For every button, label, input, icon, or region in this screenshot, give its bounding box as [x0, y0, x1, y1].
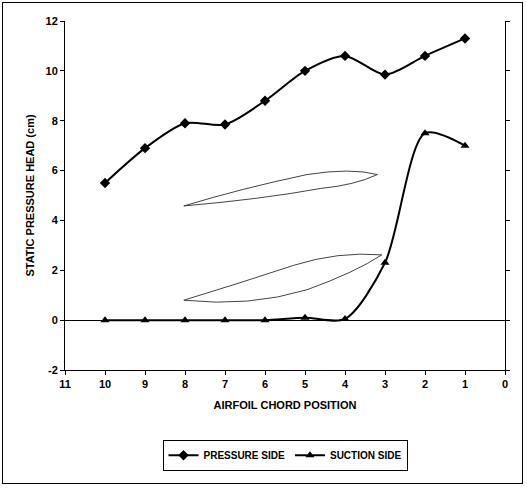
svg-text:11: 11	[59, 378, 71, 390]
svg-text:6: 6	[262, 378, 268, 390]
svg-text:2: 2	[422, 378, 428, 390]
svg-text:3: 3	[382, 378, 388, 390]
svg-text:2: 2	[52, 264, 58, 276]
svg-text:9: 9	[142, 378, 148, 390]
svg-text:PRESSURE SIDE: PRESSURE SIDE	[204, 450, 285, 461]
svg-text:5: 5	[302, 378, 308, 390]
svg-text:4: 4	[52, 214, 59, 226]
svg-text:4: 4	[342, 378, 349, 390]
svg-text:0: 0	[52, 314, 58, 326]
svg-text:6: 6	[52, 164, 58, 176]
svg-text:STATIC PRESSURE HEAD (cm): STATIC PRESSURE HEAD (cm)	[24, 114, 36, 277]
svg-text:10: 10	[46, 65, 58, 77]
svg-text:AIRFOIL CHORD POSITION: AIRFOIL CHORD POSITION	[214, 399, 357, 411]
svg-text:8: 8	[52, 115, 58, 127]
svg-text:SUCTION SIDE: SUCTION SIDE	[330, 450, 401, 461]
svg-text:12: 12	[46, 15, 58, 27]
svg-text:0: 0	[502, 378, 508, 390]
svg-text:8: 8	[182, 378, 188, 390]
svg-text:10: 10	[99, 378, 111, 390]
svg-text:-2: -2	[48, 364, 58, 376]
svg-text:1: 1	[462, 378, 468, 390]
svg-text:7: 7	[222, 378, 228, 390]
